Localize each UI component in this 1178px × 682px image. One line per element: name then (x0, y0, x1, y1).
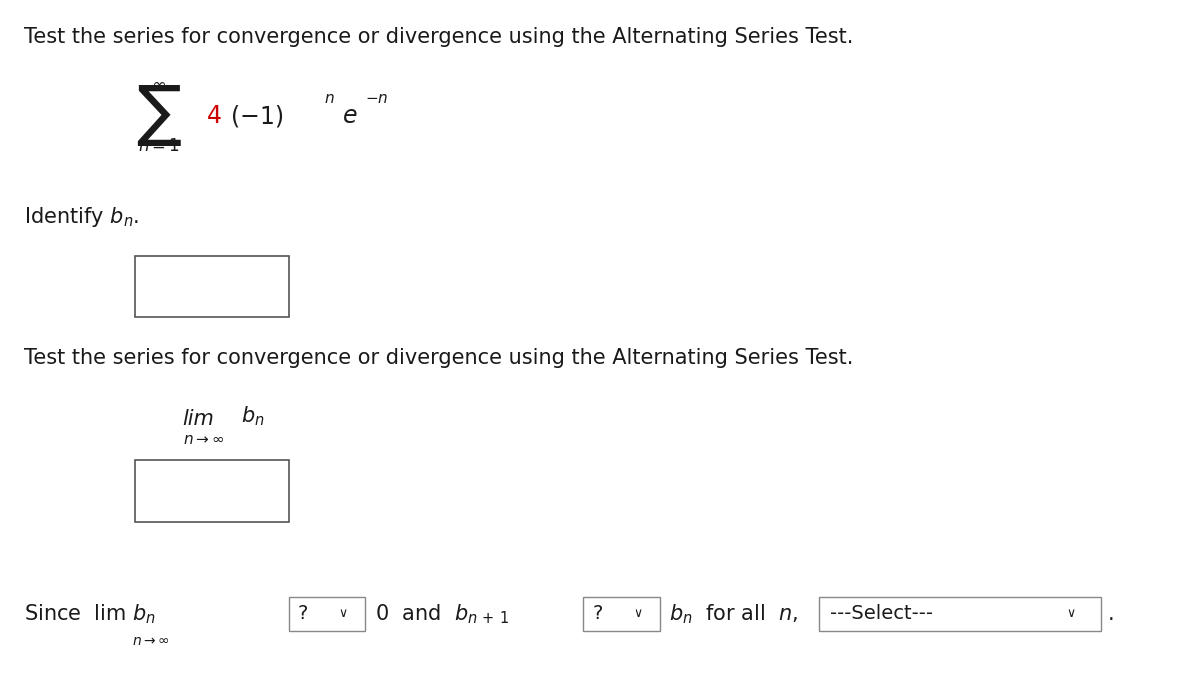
FancyBboxPatch shape (135, 256, 289, 317)
Text: $(-1)$: $(-1)$ (230, 103, 283, 129)
Text: $n\to\infty$: $n\to\infty$ (183, 432, 224, 447)
Text: $n = 1$: $n = 1$ (138, 137, 180, 155)
Text: $4$: $4$ (206, 104, 221, 128)
Text: $b_n$: $b_n$ (241, 404, 265, 428)
Text: $\vee$: $\vee$ (633, 607, 642, 621)
Text: ?: ? (593, 604, 603, 623)
FancyBboxPatch shape (819, 597, 1101, 631)
Text: Test the series for convergence or divergence using the Alternating Series Test.: Test the series for convergence or diver… (24, 27, 853, 47)
Text: $e$: $e$ (342, 104, 357, 128)
Text: Since  lim $b_n$: Since lim $b_n$ (24, 602, 155, 625)
Text: $\sum$: $\sum$ (137, 83, 181, 149)
Text: $b_n$  for all  $n$,: $b_n$ for all $n$, (669, 602, 799, 625)
Text: $\vee$: $\vee$ (338, 607, 348, 621)
FancyBboxPatch shape (135, 460, 289, 522)
Text: .: . (1107, 604, 1114, 624)
Text: ---Select---: ---Select--- (830, 604, 933, 623)
FancyBboxPatch shape (583, 597, 660, 631)
Text: $n\to\infty$: $n\to\infty$ (132, 634, 170, 648)
Text: ?: ? (298, 604, 309, 623)
Text: $-n$: $-n$ (365, 91, 389, 106)
Text: $n$: $n$ (324, 91, 335, 106)
Text: Test the series for convergence or divergence using the Alternating Series Test.: Test the series for convergence or diver… (24, 348, 853, 368)
Text: $\infty$: $\infty$ (152, 76, 166, 94)
FancyBboxPatch shape (289, 597, 365, 631)
Text: 0  and  $b_{n\,+\,1}$: 0 and $b_{n\,+\,1}$ (375, 602, 509, 625)
Text: lim: lim (183, 409, 214, 430)
Text: $\vee$: $\vee$ (1066, 607, 1076, 621)
Text: Identify $b_n$.: Identify $b_n$. (24, 205, 139, 228)
